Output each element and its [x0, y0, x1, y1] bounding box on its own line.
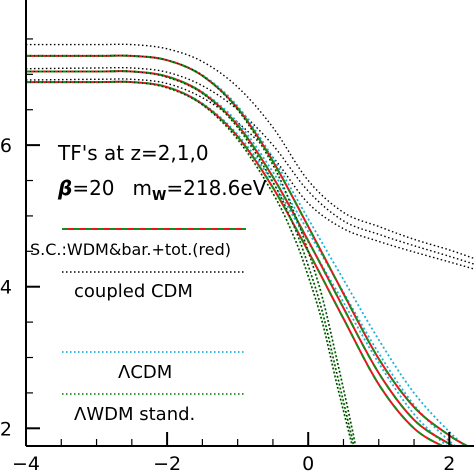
series-sc-wdm-1-green	[26, 54, 470, 446]
annotation-title-line1: TF's at z=2,1,0	[57, 141, 209, 165]
annotation-block: TF's at z=2,1,0 β=20 mW=218.6eV	[57, 141, 267, 204]
mass-subscript: W	[152, 189, 166, 204]
series-lwdm-1	[26, 54, 357, 446]
series-coupled-cdm-1	[26, 43, 474, 260]
series-coupled-cdm-2	[26, 66, 474, 265]
legend-label-sc-wdm: S.C.:WDM&bar.+tot.(red)	[30, 240, 231, 259]
y-tick-label-1: 4	[0, 277, 12, 299]
legend-label-coupled-cdm: coupled CDM	[74, 281, 193, 302]
mass-symbol: m	[133, 176, 152, 200]
series-lwdm-3	[26, 80, 354, 446]
x-tick-label-1: −2	[153, 453, 181, 472]
series-layer	[26, 43, 474, 446]
legend-entry-coupled-cdm: coupled CDM	[62, 271, 246, 302]
series-lcdm-3	[26, 80, 449, 446]
legend-entry-lwdm: ΛWDM stand.	[62, 393, 246, 425]
series-sc-wdm-2-green	[26, 70, 455, 446]
tick-layer: −4 −2 0 2 2 4 6	[0, 38, 455, 472]
series-lcdm-2	[26, 70, 457, 446]
series-lcdm-1	[26, 54, 467, 446]
annotation-title-line2: β=20 mW=218.6eV	[57, 176, 267, 204]
legend-entry-lcdm: ΛCDM	[62, 351, 246, 383]
beta-value: =20	[72, 176, 114, 200]
legend-entry-sc-wdm: S.C.:WDM&bar.+tot.(red)	[30, 228, 246, 259]
legend: S.C.:WDM&bar.+tot.(red) coupled CDM ΛCDM…	[30, 228, 246, 425]
y-tick-label-0: 2	[0, 418, 12, 440]
series-sc-wdm-3-green	[26, 80, 445, 446]
mass-value: =218.6eV	[166, 176, 266, 200]
beta-symbol: β	[57, 176, 72, 200]
x-tick-label-3: 2	[443, 453, 455, 472]
x-tick-label-0: −4	[12, 453, 40, 472]
legend-label-lcdm: ΛCDM	[118, 362, 172, 383]
series-lwdm-2	[26, 70, 355, 446]
x-tick-label-2: 0	[302, 453, 314, 472]
y-tick-label-2: 6	[0, 135, 12, 157]
legend-label-lwdm: ΛWDM stand.	[74, 404, 195, 425]
